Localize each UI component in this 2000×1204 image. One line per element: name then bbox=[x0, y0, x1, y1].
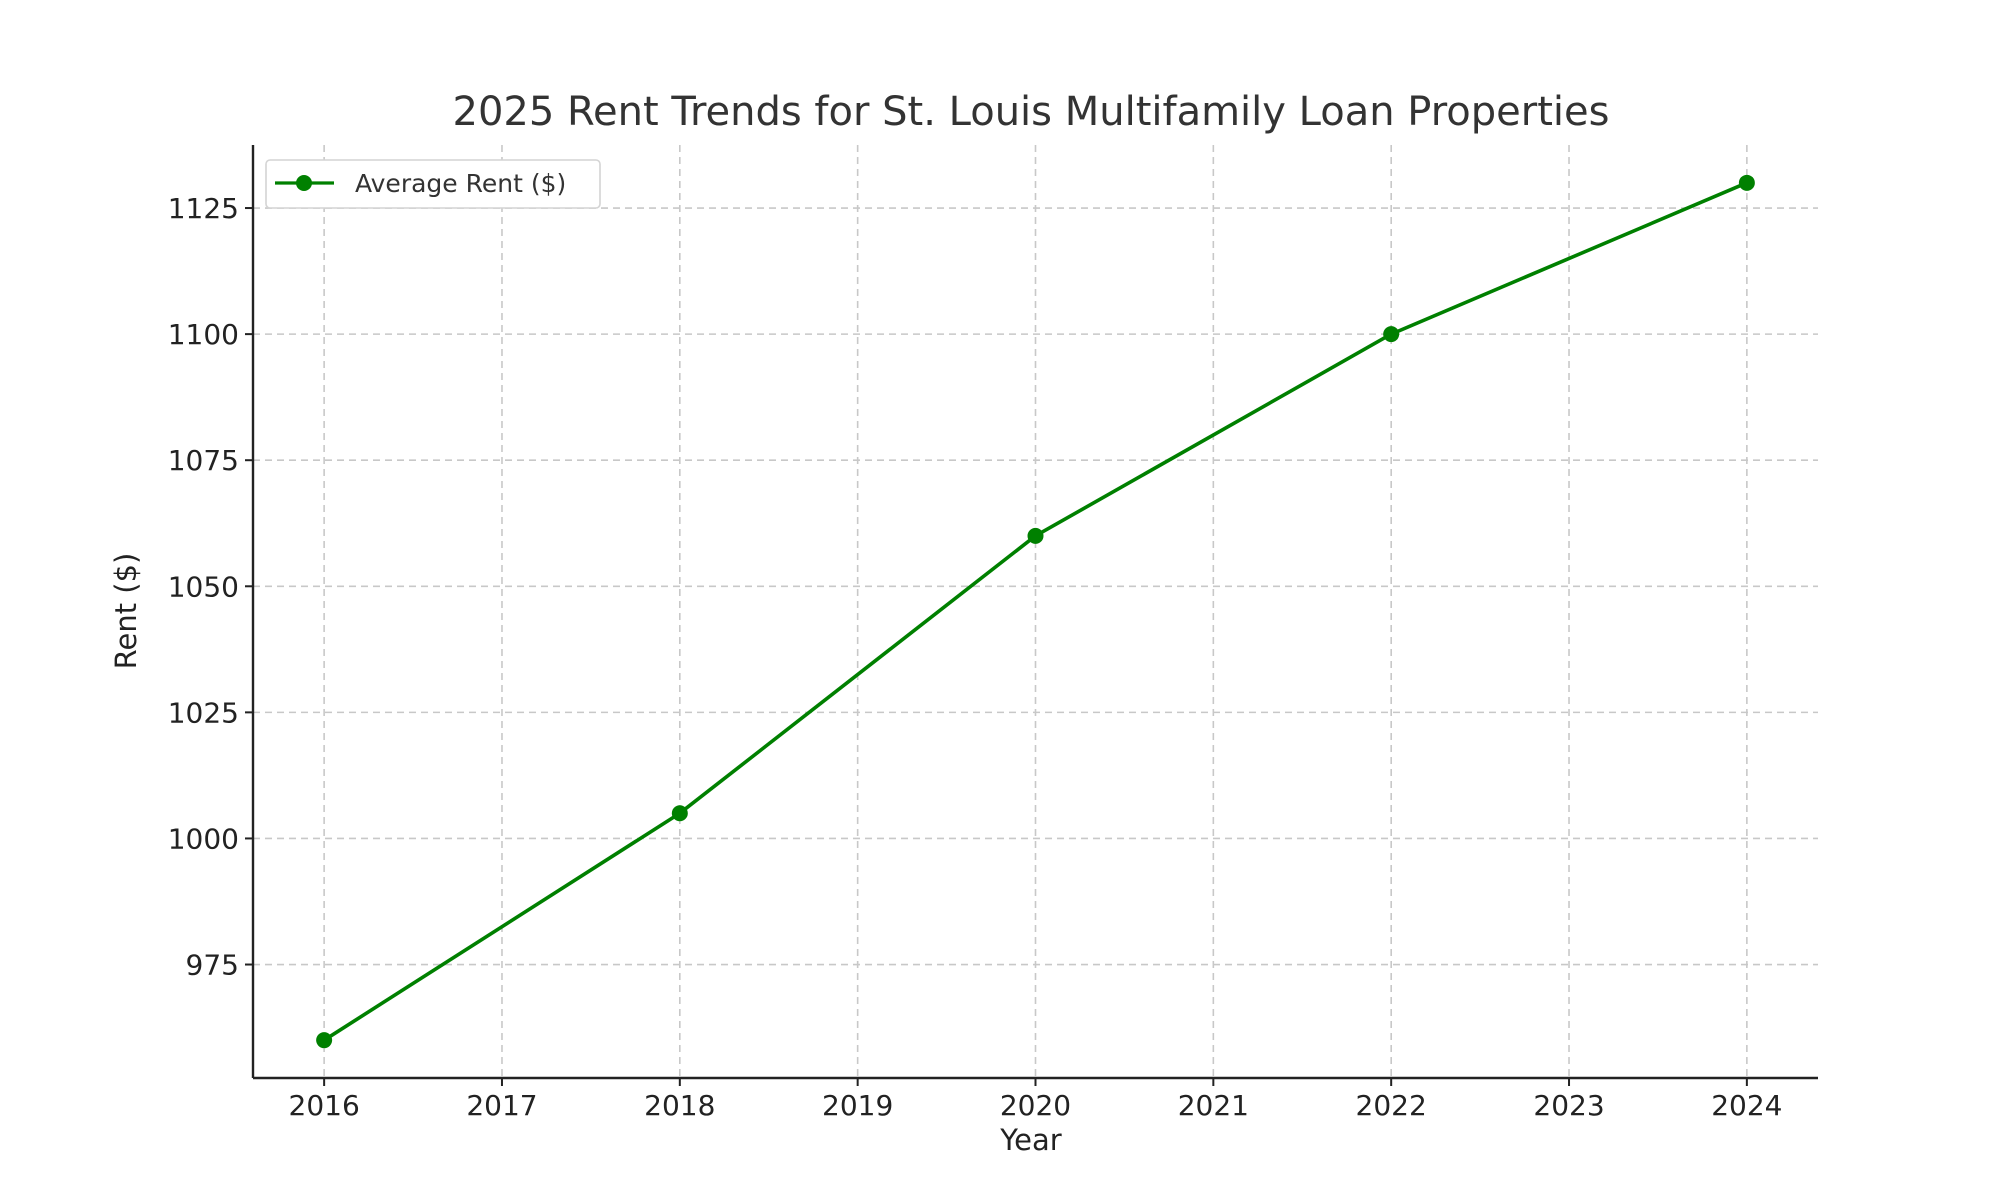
data-point bbox=[1383, 326, 1400, 343]
legend-box bbox=[265, 159, 601, 209]
y-tick-label: 1025 bbox=[168, 696, 239, 729]
x-axis-label: Year bbox=[999, 1123, 1061, 1157]
y-tick-label: 1075 bbox=[168, 444, 239, 477]
data-point bbox=[1027, 527, 1044, 544]
y-tick-label: 1050 bbox=[168, 570, 239, 603]
x-tick-label: 2016 bbox=[289, 1089, 360, 1122]
x-axis-ticks: 2016 2017 2018 2019 2020 2021 2022 2023 2024 bbox=[289, 1078, 1782, 1122]
y-tick-label: 975 bbox=[186, 949, 239, 982]
y-tick-label: 1100 bbox=[168, 318, 239, 351]
series-line bbox=[322, 181, 1749, 1042]
x-tick-label: 2024 bbox=[1711, 1089, 1782, 1122]
x-tick-label: 2021 bbox=[1178, 1089, 1249, 1122]
legend: Average Rent ($) bbox=[265, 159, 601, 209]
series-layer bbox=[316, 174, 1755, 1049]
x-tick-label: 2022 bbox=[1356, 1089, 1427, 1122]
y-axis-ticks: 975 1000 1025 1050 1075 1100 1125 bbox=[168, 192, 253, 982]
y-tick-label: 1125 bbox=[168, 192, 239, 225]
x-tick-label: 2018 bbox=[644, 1089, 715, 1122]
legend-label: Average Rent ($) bbox=[355, 169, 566, 198]
data-point bbox=[316, 1032, 333, 1049]
y-tick-label: 1000 bbox=[168, 822, 239, 855]
data-point bbox=[1738, 174, 1755, 191]
x-tick-label: 2019 bbox=[822, 1089, 893, 1122]
y-axis-label: Rent ($) bbox=[109, 553, 143, 670]
x-tick-label: 2020 bbox=[1000, 1089, 1071, 1122]
data-point bbox=[671, 805, 688, 822]
x-tick-label: 2023 bbox=[1533, 1089, 1604, 1122]
chart-title: 2025 Rent Trends for St. Louis Multifami… bbox=[453, 89, 1610, 135]
x-tick-label: 2017 bbox=[466, 1089, 537, 1122]
legend-swatch-marker bbox=[296, 175, 312, 191]
grid bbox=[253, 145, 1818, 1078]
